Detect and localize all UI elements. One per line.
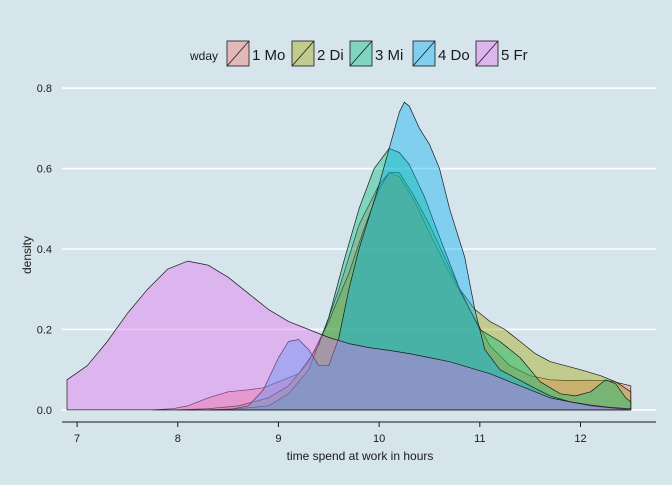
legend-key-5: 5 Fr [475, 40, 528, 67]
axes: 7 8 9 10 11 12 [62, 421, 656, 445]
x-tick-label: 7 [74, 433, 80, 445]
density-area-3-mi [207, 148, 632, 411]
legend-label: 4 Do [438, 47, 470, 64]
y-tick-label: 0.6 [37, 164, 52, 176]
legend-key-1: 1 Mo [226, 40, 285, 67]
density-area-5-fr [66, 260, 632, 411]
legend-label: 5 Fr [501, 47, 528, 64]
x-tick-label: 9 [275, 433, 281, 445]
legend-swatch-slash [349, 40, 373, 67]
legend-label: 1 Mo [252, 47, 285, 64]
x-tick-label: 8 [175, 433, 181, 445]
x-tick-label: 12 [574, 433, 586, 445]
legend-label: 2 Di [317, 47, 344, 64]
x-axis-label: time spend at work in hours [287, 449, 434, 463]
legend: wday 1 Mo 2 Di 3 Mi 4 Do 5 Fr [189, 40, 528, 67]
density-areas [66, 101, 632, 411]
legend-title: wday [189, 49, 218, 63]
legend-swatch-slash [226, 40, 250, 67]
density-area-1-mo [152, 172, 632, 411]
y-tick-label: 0.2 [37, 324, 52, 336]
legend-swatch-slash [475, 40, 499, 67]
legend-key-3: 3 Mi [349, 40, 403, 67]
legend-key-2: 2 Di [291, 40, 344, 67]
density-area-2-di [177, 172, 632, 411]
legend-label: 3 Mi [375, 47, 403, 64]
y-tick-label: 0.0 [37, 405, 52, 417]
x-tick-label: 10 [373, 433, 385, 445]
y-tick-label: 0.4 [37, 244, 52, 256]
y-tick-label: 0.8 [37, 83, 52, 95]
legend-key-4: 4 Do [412, 40, 470, 67]
density-area-4-do [227, 101, 632, 411]
legend-swatch-slash [291, 40, 315, 67]
legend-swatch-slash [412, 40, 436, 67]
y-axis-label: density [20, 236, 34, 274]
x-tick-label: 11 [474, 433, 485, 445]
